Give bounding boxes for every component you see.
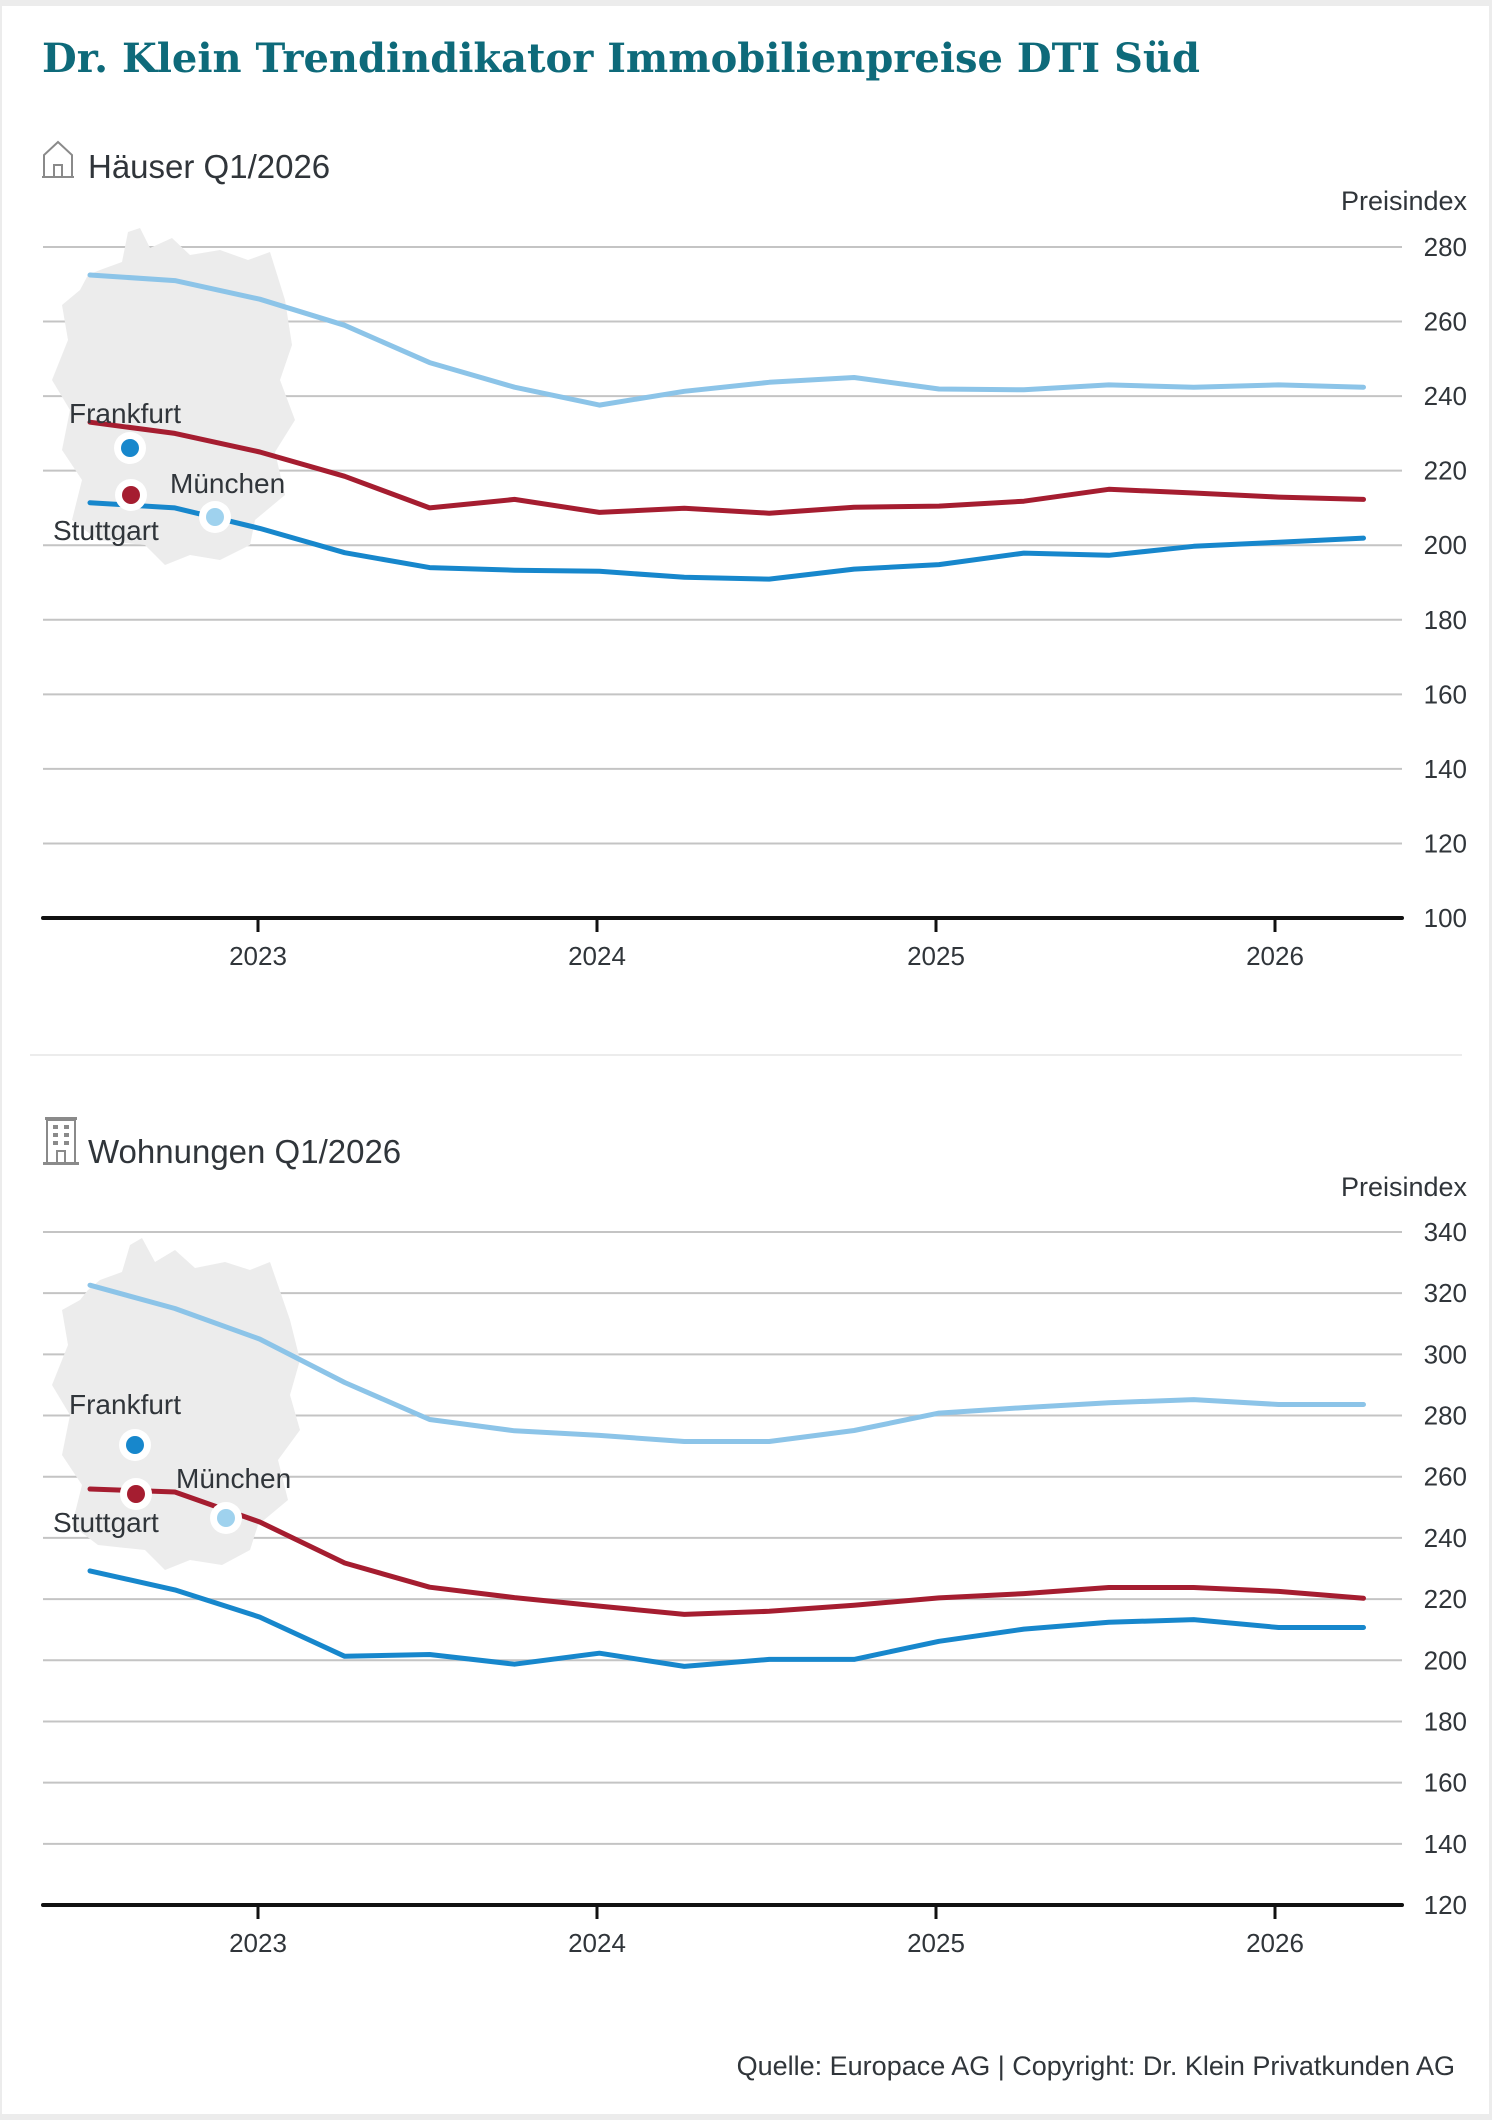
x-tick-label: 2025	[907, 1928, 965, 1958]
infographic-page: Dr. Klein Trendindikator Immobilienpreis…	[2, 6, 1489, 2114]
series-line-muenchen	[87, 272, 1366, 408]
y-tick-label: 140	[1424, 1829, 1467, 1859]
chart-wohnungen: Wohnungen Q1/2026 Preisindex Frankfurt S…	[41, 1117, 1468, 1958]
legend-dot-stuttgart	[127, 1485, 145, 1503]
x-tick-label: 2026	[1246, 941, 1304, 971]
y-tick-label: 140	[1424, 754, 1467, 784]
series-line-frankfurt	[87, 500, 1366, 582]
series-line-frankfurt	[87, 1568, 1366, 1669]
x-tick-label: 2023	[229, 1928, 287, 1958]
y-tick-label: 260	[1424, 307, 1467, 337]
y-tick-label: 220	[1424, 456, 1467, 486]
house-icon	[42, 140, 74, 178]
y-tick-label: 280	[1424, 232, 1467, 262]
y-tick-label: 260	[1424, 1462, 1467, 1492]
legend-label-stuttgart: Stuttgart	[53, 1507, 159, 1538]
legend-markers: Frankfurt Stuttgart München	[53, 1389, 291, 1538]
chart-haeuser: Häuser Q1/2026 Preisindex Frankfurt Stut…	[41, 140, 1468, 971]
map-legend	[52, 228, 295, 565]
y-tick-label: 220	[1424, 1584, 1467, 1614]
series-line-stuttgart	[87, 1486, 1366, 1617]
x-tick-label: 2025	[907, 941, 965, 971]
legend-dot-frankfurt	[121, 439, 139, 457]
chart-subtitle: Wohnungen Q1/2026	[88, 1133, 401, 1170]
infographic-canvas: Dr. Klein Trendindikator Immobilienpreis…	[30, 35, 1468, 2081]
source-footer: Quelle: Europace AG | Copyright: Dr. Kle…	[737, 2051, 1455, 2081]
legend-label-frankfurt: Frankfurt	[69, 398, 181, 429]
y-tick-label: 300	[1424, 1339, 1467, 1369]
apartment-building-icon	[43, 1117, 79, 1165]
y-tick-label: 200	[1424, 1645, 1467, 1675]
legend-dot-muenchen	[206, 508, 224, 526]
y-tick-label: 180	[1424, 605, 1467, 635]
y-tick-label: 120	[1424, 1890, 1467, 1920]
y-tick-label: 180	[1424, 1706, 1467, 1736]
legend-dot-frankfurt	[126, 1436, 144, 1454]
y-tick-label: 240	[1424, 381, 1467, 411]
y-tick-label: 200	[1424, 530, 1467, 560]
germany-map	[52, 228, 295, 565]
chart-subtitle: Häuser Q1/2026	[88, 148, 330, 185]
x-tick-label: 2026	[1246, 1928, 1304, 1958]
legend-markers: Frankfurt Stuttgart München	[53, 398, 285, 546]
y-tick-label: 120	[1424, 828, 1467, 858]
y-tick-label: 320	[1424, 1278, 1467, 1308]
series-line-muenchen	[87, 1282, 1366, 1444]
legend-dot-stuttgart	[122, 486, 140, 504]
y-tick-label: 340	[1424, 1217, 1467, 1247]
map-legend	[52, 1238, 300, 1570]
x-tick-label: 2023	[229, 941, 287, 971]
legend-label-stuttgart: Stuttgart	[53, 515, 159, 546]
legend-label-frankfurt: Frankfurt	[69, 1389, 181, 1420]
y-axis-label: Preisindex	[1341, 1172, 1468, 1202]
legend-label-muenchen: München	[170, 468, 285, 499]
legend-dot-muenchen	[217, 1509, 235, 1527]
series-line-stuttgart	[87, 419, 1366, 516]
x-tick-label: 2024	[568, 1928, 626, 1958]
y-tick-label: 240	[1424, 1523, 1467, 1553]
x-tick-label: 2024	[568, 941, 626, 971]
page-title: Dr. Klein Trendindikator Immobilienpreis…	[42, 35, 1200, 82]
legend-label-muenchen: München	[176, 1463, 291, 1494]
germany-map	[52, 1238, 300, 1570]
y-tick-label: 160	[1424, 1768, 1467, 1798]
y-tick-label: 160	[1424, 679, 1467, 709]
y-tick-label: 100	[1424, 903, 1467, 933]
y-axis-label: Preisindex	[1341, 186, 1468, 216]
y-tick-label: 280	[1424, 1401, 1467, 1431]
